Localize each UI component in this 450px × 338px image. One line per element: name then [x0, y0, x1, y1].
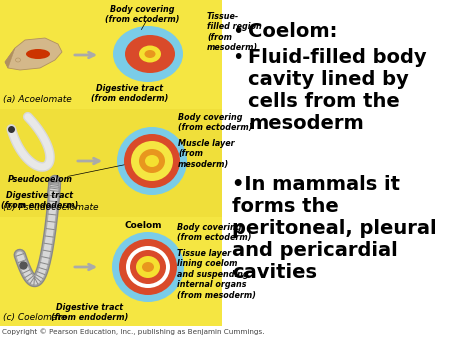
Text: Tissue-
filled region
(from
mesoderm): Tissue- filled region (from mesoderm) — [207, 12, 262, 52]
Ellipse shape — [136, 256, 160, 278]
Bar — [0, 217, 222, 326]
Ellipse shape — [139, 149, 165, 173]
Text: Tissue layer
lining coelom
and suspending
internal organs
(from mesoderm): Tissue layer lining coelom and suspendin… — [177, 249, 256, 299]
Ellipse shape — [144, 50, 156, 58]
Text: Coelom:: Coelom: — [248, 22, 338, 41]
Ellipse shape — [130, 250, 166, 284]
Text: Coelom: Coelom — [124, 221, 162, 230]
Ellipse shape — [117, 127, 187, 195]
Ellipse shape — [131, 141, 173, 181]
Text: Muscle layer
(from
mesoderm): Muscle layer (from mesoderm) — [178, 139, 234, 169]
Ellipse shape — [113, 26, 183, 82]
Ellipse shape — [145, 155, 159, 167]
Ellipse shape — [126, 246, 170, 288]
Text: •In mammals it
forms the
peritoneal, pleural
and pericardial
cavities: •In mammals it forms the peritoneal, ple… — [232, 175, 436, 282]
Text: Body covering
(from ectoderm): Body covering (from ectoderm) — [105, 5, 179, 24]
Text: •: • — [232, 48, 243, 67]
Text: Digestive tract
(from endoderm): Digestive tract (from endoderm) — [1, 191, 79, 210]
Text: (c) Coelomate: (c) Coelomate — [3, 313, 67, 322]
Text: Copyright © Pearson Education, Inc., publishing as Benjamin Cummings.: Copyright © Pearson Education, Inc., pub… — [2, 328, 265, 335]
Bar — [0, 326, 222, 338]
Ellipse shape — [112, 232, 184, 302]
Ellipse shape — [119, 239, 177, 295]
Text: Fluid-filled body
cavity lined by
cells from the
mesoderm: Fluid-filled body cavity lined by cells … — [248, 48, 427, 133]
Bar — [222, 0, 450, 338]
Text: •: • — [232, 22, 243, 41]
Text: Body covering
(from ectoderm): Body covering (from ectoderm) — [178, 113, 252, 132]
Text: (b) Pseudocoelomate: (b) Pseudocoelomate — [3, 203, 99, 212]
Text: Digestive tract
(from endoderm): Digestive tract (from endoderm) — [91, 84, 169, 103]
Ellipse shape — [124, 134, 180, 188]
Bar — [0, 0, 222, 109]
Ellipse shape — [142, 262, 154, 272]
Ellipse shape — [15, 58, 21, 62]
Text: Pseudocoelom: Pseudocoelom — [8, 175, 72, 184]
Polygon shape — [5, 48, 15, 68]
Ellipse shape — [125, 35, 175, 73]
Polygon shape — [5, 38, 62, 70]
Ellipse shape — [139, 46, 161, 63]
Text: Body covering
(from ectoderm): Body covering (from ectoderm) — [177, 223, 252, 242]
Text: Digestive tract
(from endoderm): Digestive tract (from endoderm) — [51, 303, 129, 322]
Text: (a) Acoelomate: (a) Acoelomate — [3, 95, 72, 104]
Ellipse shape — [26, 49, 50, 59]
Bar — [0, 109, 222, 217]
